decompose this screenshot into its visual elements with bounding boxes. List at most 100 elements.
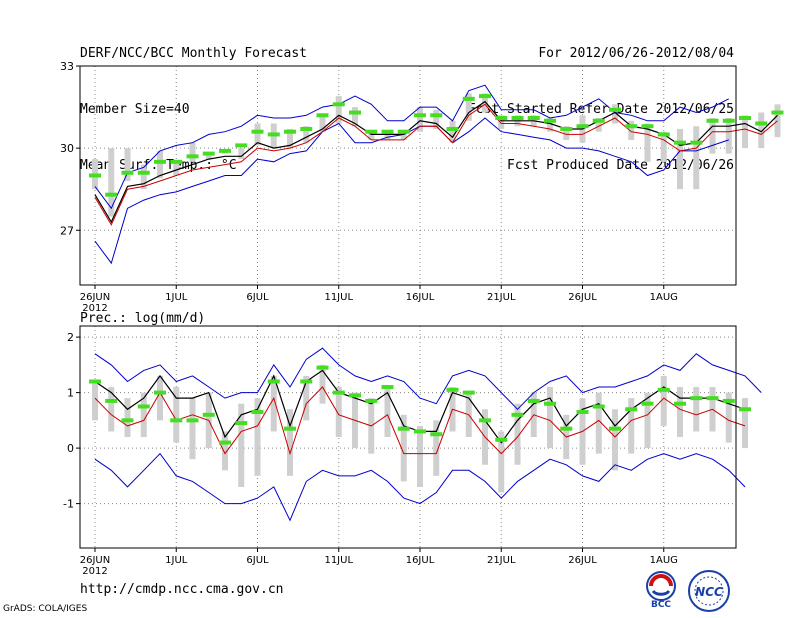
x-tick-label: 6JUL bbox=[246, 292, 269, 303]
x-tick-label: 21JUL bbox=[487, 292, 516, 303]
median-marker bbox=[495, 116, 508, 121]
spread-box bbox=[482, 93, 488, 113]
median-marker bbox=[121, 170, 134, 175]
median-marker bbox=[316, 113, 329, 118]
spread-box bbox=[270, 375, 277, 432]
median-marker bbox=[414, 429, 426, 434]
spread-box bbox=[433, 420, 440, 476]
median-marker bbox=[121, 418, 134, 423]
median-marker bbox=[544, 401, 556, 406]
median-marker bbox=[414, 113, 426, 118]
spread-box bbox=[693, 126, 700, 190]
x-tick-label: 16JUL bbox=[406, 292, 435, 303]
spread-box bbox=[758, 112, 765, 149]
y-tick-label: 33 bbox=[60, 60, 74, 73]
spread-box bbox=[709, 118, 716, 154]
red-line bbox=[94, 386, 746, 456]
spread-box bbox=[140, 392, 147, 437]
spread-box bbox=[222, 431, 228, 471]
member-size: Member Size=40 bbox=[80, 102, 190, 117]
median-marker bbox=[511, 412, 524, 417]
x-tick-label: 11JUL bbox=[324, 555, 353, 566]
spread-box bbox=[319, 364, 326, 404]
spread-box bbox=[124, 148, 131, 181]
median-marker bbox=[137, 170, 150, 175]
x-tick-label: 26JUN bbox=[80, 555, 110, 566]
median-marker bbox=[349, 393, 361, 398]
median-marker bbox=[267, 132, 280, 137]
median-marker bbox=[284, 129, 296, 134]
x-tick-label: 1JUL bbox=[165, 555, 188, 566]
spread-box bbox=[433, 109, 440, 129]
chart-title: DERF/NCC/BCC Monthly Forecast bbox=[80, 46, 307, 61]
spread-box bbox=[254, 123, 261, 146]
spread-box bbox=[205, 153, 212, 160]
median-marker bbox=[657, 387, 670, 392]
median-marker bbox=[89, 173, 101, 178]
spread-box bbox=[319, 115, 326, 132]
spread-box bbox=[400, 414, 407, 482]
median-marker bbox=[154, 390, 166, 395]
forecast-period: For 2012/06/26-2012/08/04 bbox=[538, 46, 734, 61]
spread-box bbox=[287, 128, 293, 149]
spread-box bbox=[140, 164, 147, 190]
spread-box bbox=[742, 115, 748, 149]
y-tick-label: 2 bbox=[67, 331, 74, 344]
spread-box bbox=[693, 387, 700, 432]
median-marker bbox=[576, 410, 589, 415]
median-marker bbox=[365, 398, 378, 403]
median-marker bbox=[235, 143, 248, 148]
median-marker bbox=[625, 407, 638, 412]
median-marker bbox=[755, 121, 768, 126]
median-marker bbox=[251, 129, 264, 134]
x-tick-sublabel: 2012 bbox=[82, 566, 107, 577]
y-tick-label: 30 bbox=[60, 142, 74, 155]
x-tick-label: 26JUL bbox=[568, 555, 597, 566]
median-marker bbox=[722, 398, 735, 403]
y-tick-label: 1 bbox=[67, 387, 74, 400]
median-marker bbox=[365, 129, 378, 134]
spread-box bbox=[189, 398, 196, 460]
spread-box bbox=[189, 142, 196, 162]
spread-box bbox=[677, 128, 683, 190]
spread-box bbox=[628, 398, 635, 454]
spread-box bbox=[644, 392, 651, 449]
median-marker bbox=[267, 379, 280, 384]
spread-box bbox=[384, 131, 391, 140]
x-tick-sublabel: 2012 bbox=[82, 303, 107, 314]
median-marker bbox=[674, 401, 686, 406]
median-marker bbox=[462, 96, 475, 101]
x-tick-label: 6JUL bbox=[246, 555, 269, 566]
lower-envelope-line bbox=[94, 117, 729, 265]
median-marker bbox=[202, 151, 215, 156]
median-marker bbox=[316, 365, 329, 370]
y-tick-label: 0 bbox=[67, 442, 74, 455]
spread-box bbox=[157, 375, 163, 421]
median-marker bbox=[527, 116, 540, 121]
header-right: For 2012/06/26-2012/08/04 Fcst Started R… bbox=[468, 9, 734, 195]
median-marker bbox=[576, 124, 589, 129]
spread-box bbox=[660, 375, 667, 426]
bcc-logo: BCC bbox=[646, 571, 676, 609]
y-tick-label: 27 bbox=[60, 224, 74, 237]
median-marker bbox=[300, 126, 313, 131]
spread-box bbox=[725, 118, 732, 154]
median-marker bbox=[332, 390, 345, 395]
x-tick-label: 26JUL bbox=[568, 292, 597, 303]
median-marker bbox=[251, 410, 264, 415]
spread-box bbox=[400, 131, 407, 140]
spread-box bbox=[335, 387, 342, 437]
median-marker bbox=[479, 94, 491, 99]
x-tick-label: 16JUL bbox=[406, 555, 435, 566]
spread-box bbox=[498, 115, 505, 129]
spread-box bbox=[352, 107, 358, 127]
median-marker bbox=[722, 118, 735, 123]
median-marker bbox=[592, 404, 605, 409]
median-marker bbox=[771, 110, 784, 115]
produced-date: Fcst Produced Date 2012/06/26 bbox=[507, 158, 734, 173]
spread-box bbox=[287, 409, 293, 476]
precip-panel-title: Prec.: log(mm/d) bbox=[80, 311, 205, 326]
spread-box bbox=[417, 425, 423, 487]
median-marker bbox=[609, 426, 621, 431]
footer-url[interactable]: http://cmdp.ncc.cma.gov.cn bbox=[80, 582, 284, 597]
